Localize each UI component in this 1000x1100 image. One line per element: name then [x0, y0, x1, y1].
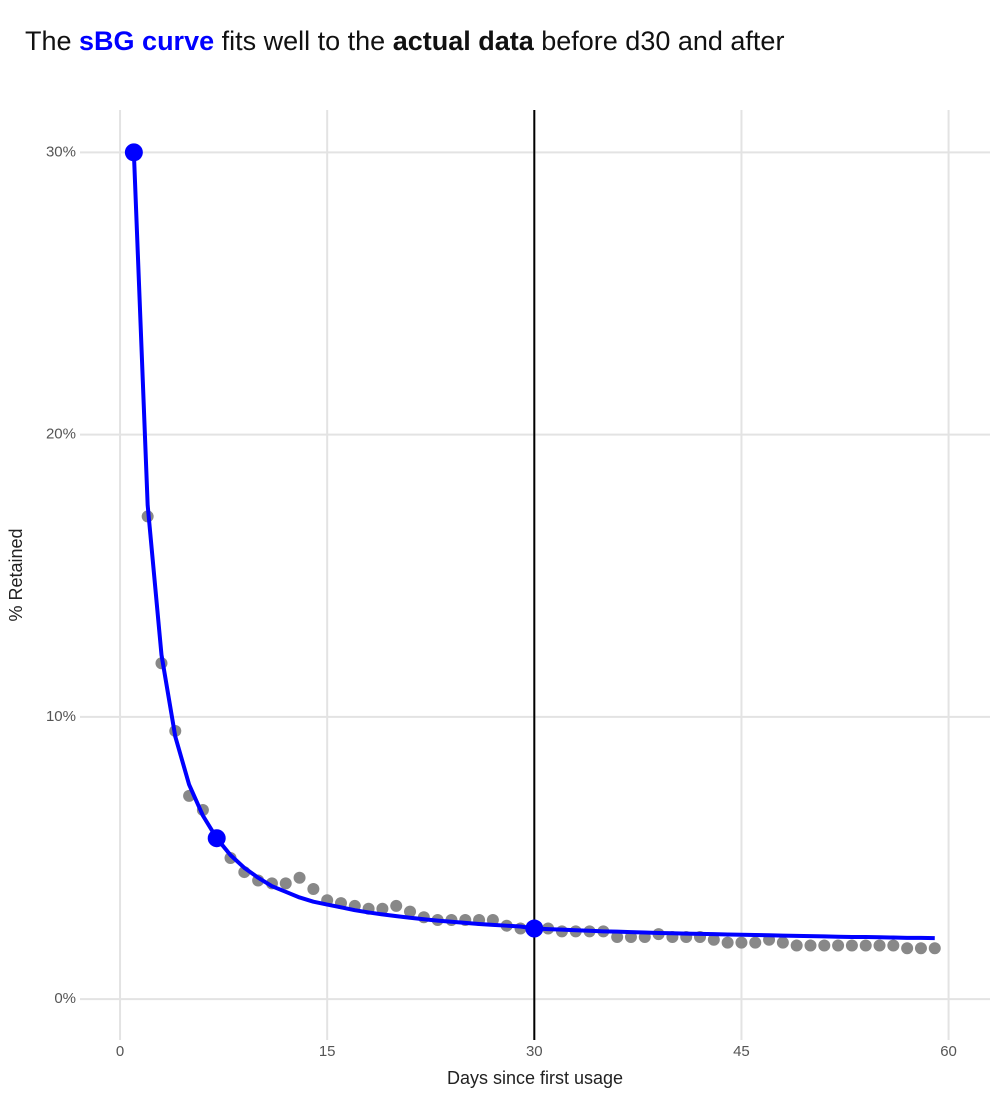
y-tick-label: 30%: [46, 143, 76, 160]
title-part: before d30 and after: [533, 26, 785, 56]
data-point: [845, 939, 858, 952]
data-point: [224, 851, 237, 864]
data-point: [887, 939, 900, 952]
highlight-point: [525, 919, 544, 938]
x-tick-label: 45: [733, 1043, 750, 1060]
y-tick-label: 10%: [46, 708, 76, 725]
data-point: [914, 942, 927, 955]
data-point: [832, 939, 845, 952]
y-tick-label: 20%: [46, 426, 76, 443]
data-point: [390, 899, 403, 912]
data-point: [818, 939, 831, 952]
title-part: fits well to the: [214, 26, 393, 56]
x-tick-label: 60: [940, 1043, 957, 1060]
x-tick-label: 15: [319, 1043, 336, 1060]
data-point: [790, 939, 803, 952]
x-axis-label: Days since first usage: [447, 1068, 623, 1088]
x-tick-label: 0: [116, 1043, 124, 1060]
y-tick-label: 0%: [54, 990, 76, 1007]
data-point: [707, 933, 720, 946]
x-tick-label: 30: [526, 1043, 543, 1060]
chart-title: The sBG curve fits well to the actual da…: [25, 26, 784, 57]
data-point: [928, 942, 941, 955]
data-point: [279, 877, 292, 890]
data-point: [749, 936, 762, 949]
data-point: [859, 939, 872, 952]
data-point: [376, 902, 389, 915]
data-point: [307, 882, 320, 895]
data-point: [611, 930, 624, 943]
data-point: [776, 936, 789, 949]
y-axis-label: % Retained: [6, 528, 26, 621]
data-point: [735, 936, 748, 949]
data-point: [404, 905, 417, 918]
highlight-point: [207, 829, 226, 848]
data-point: [901, 942, 914, 955]
data-point: [293, 871, 306, 884]
title-part: sBG curve: [79, 26, 215, 56]
title-part: actual data: [392, 26, 534, 56]
title-part: The: [25, 26, 80, 56]
highlight-point: [124, 143, 143, 162]
data-point: [873, 939, 886, 952]
data-point: [804, 939, 817, 952]
data-point: [721, 936, 734, 949]
